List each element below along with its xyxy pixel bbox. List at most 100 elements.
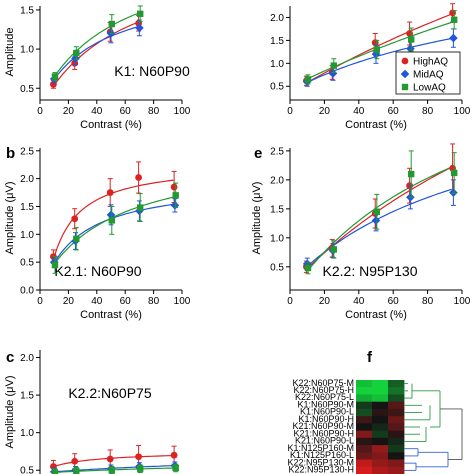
heatmap-cell [372,452,389,460]
legend-marker-HighAQ [401,57,409,65]
panel-d: 0.5 1.0 1.5 2.0 0 20 40 60 80 100 Contrast (%) High… [270,3,471,131]
data-point-LowAQ [108,20,115,28]
heatmap-row-label: K22:N60P75-H [293,385,354,395]
y-tick-label: 1.0 [20,428,34,439]
data-point-LowAQ [304,264,312,272]
x-axis-label: Contrast (%) [80,309,142,321]
y-axis-label: Amplitude [4,28,16,77]
fit-curve-LowAQ [53,12,140,78]
heatmap-cell [356,452,373,460]
heatmap-row-label: K1:N60P90-H [298,414,354,424]
heatmap-cell [388,423,405,432]
data-point-LowAQ [73,235,80,242]
fit-curve-HighAQ [53,21,140,86]
data-point-HighAQ [106,455,114,463]
data-point-LowAQ [137,204,144,211]
panel-b: b 0.0 0.5 1.0 1.5 2.0 2.5 0 20 40 60 80 100 Contrast … [4,145,191,321]
y-tick-label: 0.5 [20,258,34,269]
panel-title: K1: N60P90 [114,63,190,79]
data-point-LowAQ [73,49,80,57]
fit-curve-MidAQ [53,25,140,80]
x-tick-label: 0 [37,296,43,307]
panel-e: e 0.5 1.0 1.5 2.0 2.5 0 20 40 60 80 100 Contrast (%)… [251,143,471,321]
heatmap-cell [388,459,405,468]
x-tick-label: 20 [319,296,331,307]
panel-label-e: e [254,145,262,162]
heatmap-cell [356,387,373,395]
y-tick-label: 1.5 [270,36,284,47]
x-tick-label: 40 [91,106,103,117]
heatmap-row-label: K1:N125P160-L [290,450,354,460]
y-tick-label: 1.0 [20,230,34,241]
data-point-LowAQ [51,73,59,80]
y-tick-label: 0.5 [270,82,284,93]
y-tick-label: 1.0 [270,233,284,244]
heatmap-cell [356,437,373,446]
x-tick-label: 0 [287,106,293,117]
legend-marker-LowAQ [401,83,409,91]
data-point-HighAQ [135,453,143,461]
heatmap-cell [388,416,405,424]
x-axis-label: Contrast (%) [80,119,142,131]
y-tick-label: 1.5 [20,391,34,402]
heatmap-cell [356,430,373,439]
heatmap-cell [356,423,373,432]
y-tick-label: 2.0 [20,174,34,185]
x-tick-label: 0 [37,106,43,117]
data-point-HighAQ [170,183,178,191]
y-tick-label: 0.5 [20,466,34,474]
fit-curve-LowAQ [306,166,452,272]
y-tick-label: 0.0 [20,286,34,297]
panel-f: fK22:N60P75-MK22:N60P75-HK22:N60P75-LK1:… [287,349,463,474]
panel-a: 0.5 1.0 1.5 0 20 40 60 80 100 Contrast (%) Amplitu… [4,5,191,131]
heatmap-cell [372,437,389,446]
data-point-MidAQ [449,188,458,197]
heatmap-cell [356,380,373,388]
x-tick-label: 40 [353,296,365,307]
x-tick-label: 20 [63,296,75,307]
heatmap-cell [356,466,373,474]
y-axis-label: Amplitude (μV) [4,376,16,449]
panel-title: K2.2: N95P130 [323,263,418,279]
panel-label-b: b [6,145,15,162]
x-tick-label: 100 [174,106,191,117]
y-tick-label: 1.5 [270,204,284,215]
y-tick-label: 2.0 [270,175,284,186]
y-tick-label: 1.0 [270,59,284,70]
data-point-MidAQ [106,210,116,220]
data-point-LowAQ [73,467,80,474]
heatmap-row-label: K1:N125P160-M [287,443,354,453]
data-point-LowAQ [137,10,144,18]
x-axis-label: Contrast (%) [345,119,407,131]
heatmap-cell [388,408,405,417]
heatmap-cell [372,416,389,424]
data-point-LowAQ [51,261,59,269]
y-tick-label: 1.5 [20,202,34,213]
y-tick-label: 0.5 [20,84,34,95]
data-point-MidAQ [371,216,381,225]
x-tick-label: 80 [422,296,434,307]
x-tick-label: 100 [174,296,191,307]
heatmap-cell [388,380,405,388]
heatmap-row-label: K21:N60P90-H [293,428,354,438]
dendrogram [404,383,463,471]
heatmap-row-label: K22:N60P75-M [292,378,354,388]
heatmap-cell [372,380,389,388]
x-tick-label: 60 [388,106,400,117]
y-axis-label: Amplitude (μV) [4,182,16,255]
legend-label-HighAQ: HighAQ [413,57,448,68]
heatmap-row-label: K22:N60P75-L [295,392,354,402]
x-tick-label: 20 [63,106,75,117]
heatmap-cell [356,445,373,453]
heatmap-cell [372,423,389,432]
heatmap-cell [388,437,405,446]
heatmap-cell [356,401,373,410]
y-axis-label: Amplitude (μV) [251,182,263,255]
heatmap-cell [388,466,405,474]
legend-label-MidAQ: MidAQ [413,70,444,81]
heatmap-cell [372,445,389,453]
data-point-LowAQ [172,192,179,199]
data-point-LowAQ [373,46,380,53]
legend-marker-MidAQ [400,69,410,79]
